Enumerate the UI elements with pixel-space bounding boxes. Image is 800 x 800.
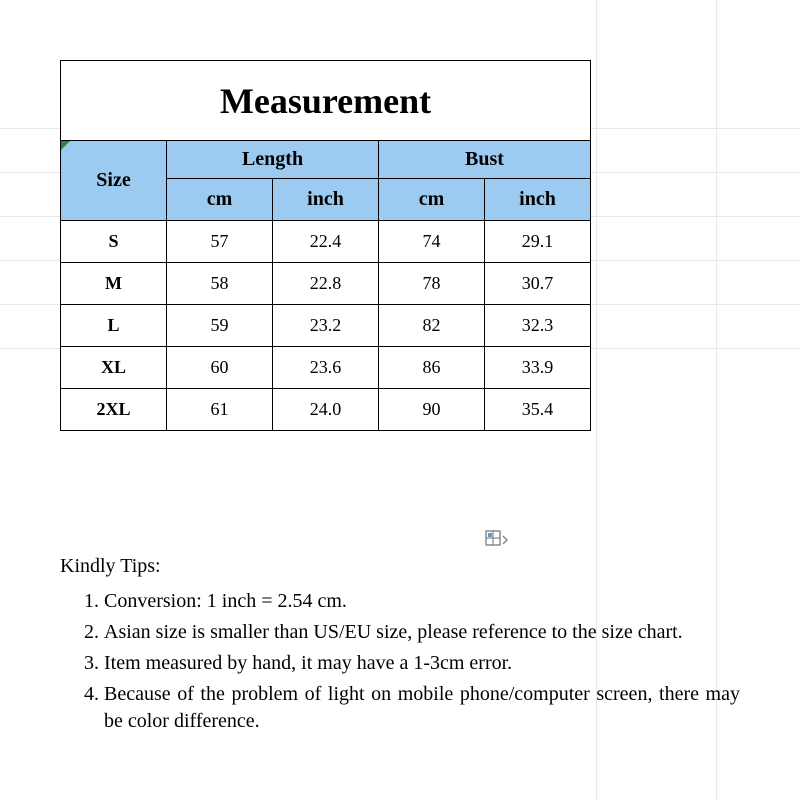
table-title: Measurement <box>61 61 591 141</box>
tips-item: Conversion: 1 inch = 2.54 cm. <box>104 588 740 615</box>
table-row: L5923.28232.3 <box>61 305 591 347</box>
value-cell: 22.4 <box>273 221 379 263</box>
value-cell: 32.3 <box>485 305 591 347</box>
size-cell: M <box>61 263 167 305</box>
size-cell: 2XL <box>61 389 167 431</box>
value-cell: 57 <box>167 221 273 263</box>
tips-title: Kindly Tips: <box>60 555 740 578</box>
tips-list: Conversion: 1 inch = 2.54 cm. Asian size … <box>60 588 740 735</box>
table-row: 2XL6124.09035.4 <box>61 389 591 431</box>
table-row: M5822.87830.7 <box>61 263 591 305</box>
value-cell: 60 <box>167 347 273 389</box>
paste-options-icon[interactable] <box>484 529 510 549</box>
tips-item: Asian size is smaller than US/EU size, p… <box>104 619 740 646</box>
header-unit: inch <box>273 179 379 221</box>
value-cell: 23.6 <box>273 347 379 389</box>
value-cell: 74 <box>379 221 485 263</box>
value-cell: 33.9 <box>485 347 591 389</box>
size-cell: L <box>61 305 167 347</box>
measurement-table: Measurement Size Length Bust cm inch cm … <box>60 60 591 431</box>
header-unit: cm <box>379 179 485 221</box>
header-unit: inch <box>485 179 591 221</box>
header-group-bust: Bust <box>379 141 591 179</box>
value-cell: 24.0 <box>273 389 379 431</box>
value-cell: 59 <box>167 305 273 347</box>
value-cell: 30.7 <box>485 263 591 305</box>
header-size: Size <box>61 141 167 221</box>
value-cell: 29.1 <box>485 221 591 263</box>
table-row: S5722.47429.1 <box>61 221 591 263</box>
tips-item: Item measured by hand, it may have a 1-3… <box>104 650 740 677</box>
header-size-label: Size <box>96 169 130 191</box>
value-cell: 82 <box>379 305 485 347</box>
value-cell: 78 <box>379 263 485 305</box>
size-cell: XL <box>61 347 167 389</box>
table-row: XL6023.68633.9 <box>61 347 591 389</box>
tips-item: Because of the problem of light on mobil… <box>104 681 740 735</box>
value-cell: 86 <box>379 347 485 389</box>
value-cell: 22.8 <box>273 263 379 305</box>
size-cell: S <box>61 221 167 263</box>
value-cell: 90 <box>379 389 485 431</box>
value-cell: 23.2 <box>273 305 379 347</box>
header-group-length: Length <box>167 141 379 179</box>
value-cell: 58 <box>167 263 273 305</box>
tips-section: Kindly Tips: Conversion: 1 inch = 2.54 c… <box>60 555 740 739</box>
value-cell: 61 <box>167 389 273 431</box>
cell-marker-icon <box>61 141 70 150</box>
header-unit: cm <box>167 179 273 221</box>
value-cell: 35.4 <box>485 389 591 431</box>
